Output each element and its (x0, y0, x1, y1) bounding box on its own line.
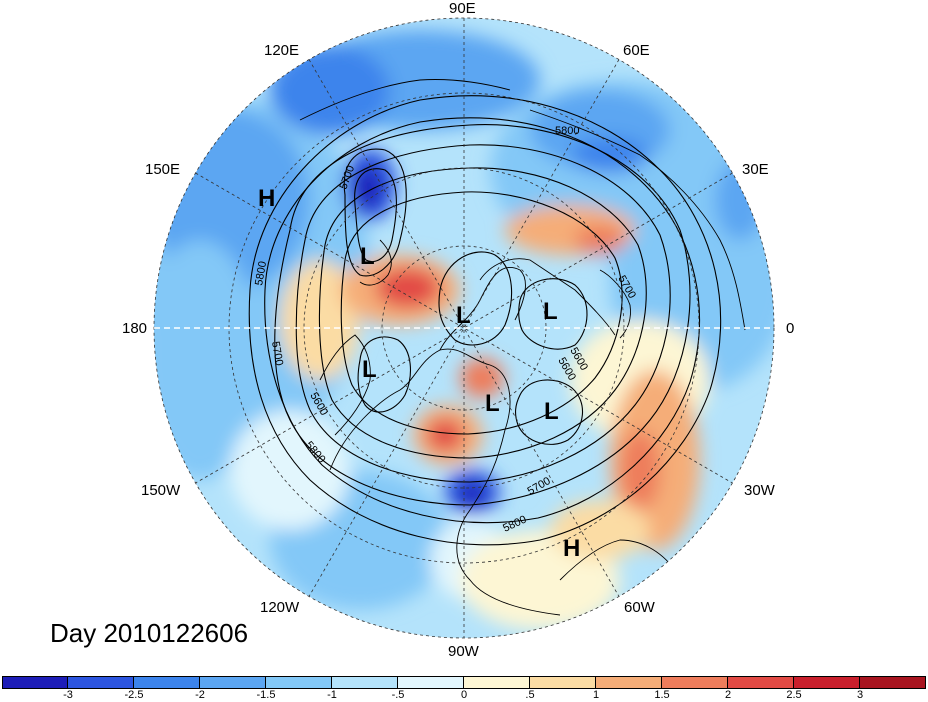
colorbar-tick-label: -3 (63, 689, 73, 701)
colorbar-swatch (398, 676, 464, 689)
low-pressure-label: L (544, 398, 559, 425)
colorbar-tick-label: 0 (460, 689, 468, 701)
colorbar-tick-label: 2.5 (786, 689, 802, 701)
pressure-centers: H L L L L L L H (258, 185, 580, 562)
lon-label-30w: 30W (744, 482, 775, 499)
low-pressure-label: L (362, 356, 377, 383)
lon-label-150e: 150E (145, 161, 181, 178)
colorbar-swatch (464, 676, 530, 689)
low-pressure-label: L (456, 302, 471, 329)
colorbar-tick-label: -1.5 (256, 689, 276, 701)
height-contours (248, 95, 722, 546)
lon-label-180: 180 (122, 320, 148, 337)
colorbar-tick-label: 1 (592, 689, 600, 701)
contour-label: 5800 (555, 125, 579, 137)
lon-label-150w: 150W (141, 482, 181, 499)
colorbar-tick-label: -.5 (391, 689, 405, 701)
colorbar-tick-label: -2.5 (124, 689, 144, 701)
colorbar-swatch (200, 676, 266, 689)
low-pressure-label: L (485, 390, 500, 417)
lon-label-0: 0 (786, 320, 795, 337)
colorbar-swatch (728, 676, 794, 689)
colorbar-tick-label: 1.5 (654, 689, 670, 701)
colorbar-tick-label: -1 (327, 689, 337, 701)
lon-label-30e: 30E (742, 161, 769, 178)
low-pressure-label: L (543, 298, 558, 325)
lon-label-60e: 60E (623, 42, 650, 59)
colorbar-swatch (794, 676, 860, 689)
map-title: Day 2010122606 (50, 618, 249, 648)
colorbar-swatch (662, 676, 728, 689)
colorbar-swatch (2, 676, 68, 689)
contour-label: 5700 (269, 340, 285, 366)
lon-label-120w: 120W (260, 599, 300, 616)
colorbar-tick-label: 2 (724, 689, 732, 701)
colorbar-swatch (860, 676, 926, 689)
high-pressure-label: H (258, 185, 275, 212)
colorbar-swatch (332, 676, 398, 689)
colorbar-swatch (530, 676, 596, 689)
lon-label-90e: 90E (449, 0, 476, 17)
colorbar-swatch (266, 676, 332, 689)
lon-label-90w: 90W (448, 643, 479, 660)
lon-label-120e: 120E (264, 42, 300, 59)
colorbar-tick-label: -2 (195, 689, 205, 701)
graticule (153, 17, 775, 639)
contour-label: 5800 (253, 260, 269, 286)
colorbar-swatch (596, 676, 662, 689)
high-pressure-label: H (563, 535, 580, 562)
lon-label-60w: 60W (624, 599, 655, 616)
colorbar-tick-label: .5 (525, 689, 535, 701)
colorbar-tick-label: 3 (856, 689, 864, 701)
colorbar-swatch (68, 676, 134, 689)
low-pressure-label: L (360, 243, 375, 270)
colorbar-swatch (134, 676, 200, 689)
